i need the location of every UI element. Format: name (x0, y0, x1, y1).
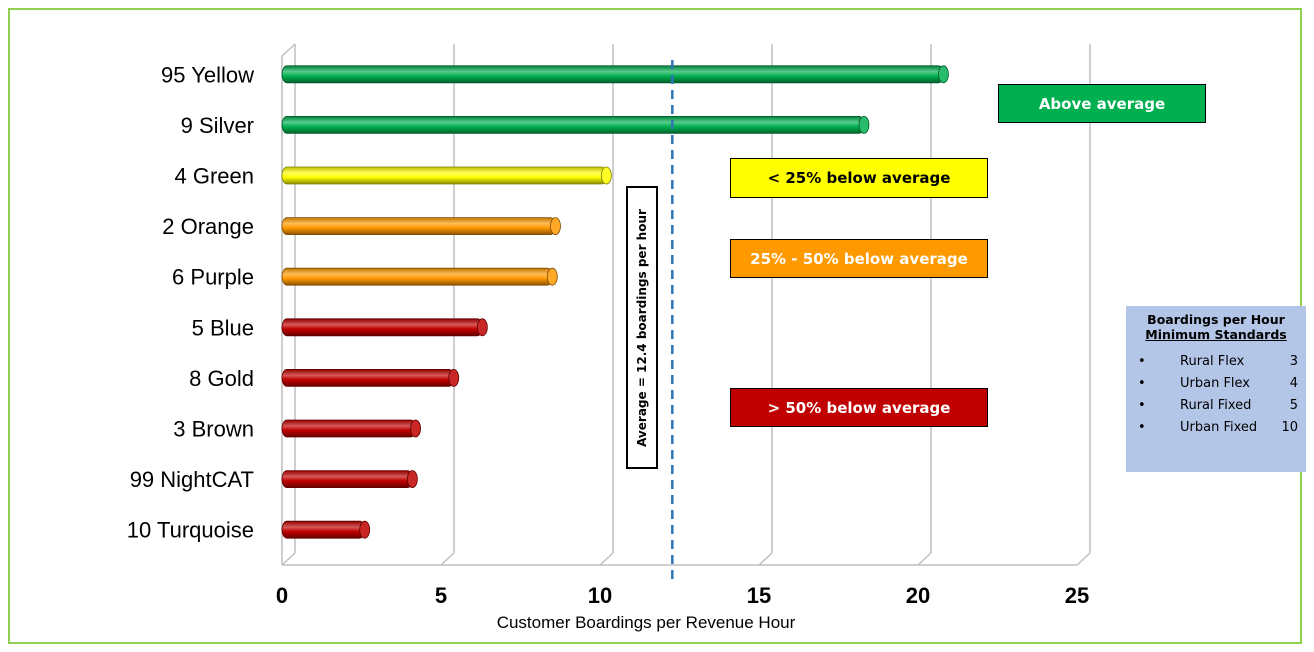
category-label: 2 Orange (162, 214, 254, 239)
tick-label: 10 (588, 583, 612, 608)
x-axis-label: Customer Boardings per Revenue Hour (497, 613, 796, 632)
standard-value: 3 (1289, 353, 1298, 369)
standards-panel: Boardings per Hour Minimum Standards • Ru… (1126, 306, 1306, 472)
category-label: 5 Blue (192, 315, 254, 340)
bar (281, 470, 413, 489)
legend-label: < 25% below average (767, 169, 951, 187)
bar (281, 116, 865, 134)
standards-item: • Rural Flex 3 (1134, 350, 1298, 372)
legend-label: 25% - 50% below average (750, 249, 968, 268)
bar-cap (858, 116, 870, 134)
bar-cap (448, 368, 460, 387)
category-label: 8 Gold (189, 366, 254, 391)
bar (281, 318, 483, 337)
gridline-depth (917, 552, 932, 566)
tick-label: 5 (435, 583, 447, 608)
bar-cap (550, 217, 561, 236)
standards-list: • Rural Flex 3 • Urban Flex 4 • Rural Fixed 5 … (1134, 350, 1298, 438)
legend-label: Above average (1038, 94, 1166, 113)
standard-value: 5 (1289, 397, 1298, 413)
bar-cap (359, 520, 371, 539)
standards-item: • Rural Fixed 5 (1134, 394, 1298, 416)
bar (281, 267, 553, 286)
bullet: • (1138, 375, 1146, 391)
standards-title: Boardings per Hour (1147, 312, 1285, 327)
legend-25-50-below: 25% - 50% below average (730, 239, 988, 278)
legend-above-average: Above average (998, 84, 1206, 123)
bar (281, 65, 944, 84)
tick-label: 25 (1065, 583, 1089, 608)
average-label: Average = 12.4 boardings per hour (635, 208, 649, 447)
bar-cap (938, 65, 949, 84)
bullet: • (1138, 419, 1146, 435)
bar (281, 166, 607, 185)
standard-label: Rural Fixed (1180, 397, 1252, 413)
category-label: 99 NightCAT (130, 467, 254, 492)
x-tick-labels: 0 5 10 15 20 25 (276, 583, 1089, 608)
average-label-box: Average = 12.4 boardings per hour (626, 186, 658, 469)
tick-label: 0 (276, 583, 288, 608)
gridline-depth (1076, 552, 1091, 566)
bullet: • (1138, 353, 1146, 369)
legend-over-50-below: > 50% below average (730, 388, 988, 427)
bar (281, 217, 556, 236)
category-label: 3 Brown (173, 417, 254, 442)
bar-cap (406, 470, 418, 489)
category-label: 6 Purple (172, 265, 254, 290)
gridline-depth (599, 552, 614, 566)
standards-subtitle: Minimum Standards (1145, 327, 1287, 342)
left-wall-top (281, 43, 296, 57)
bars (281, 65, 949, 539)
standard-label: Urban Fixed (1180, 419, 1258, 435)
category-label: 10 Turquoise (127, 518, 254, 543)
category-label: 4 Green (175, 164, 255, 189)
legend-under-25-below: < 25% below average (730, 158, 988, 198)
bar-cap (546, 267, 558, 286)
bar-cap (410, 419, 421, 438)
bar (281, 368, 455, 387)
gridline-depth (758, 552, 773, 566)
bar (281, 520, 366, 539)
standard-label: Rural Flex (1180, 353, 1245, 369)
category-label: 9 Silver (181, 113, 254, 138)
bar (281, 419, 416, 438)
standard-label: Urban Flex (1180, 375, 1251, 391)
tick-label: 20 (906, 583, 930, 608)
bar-cap (476, 318, 488, 337)
standards-item: • Urban Flex 4 (1134, 372, 1298, 394)
standard-value: 4 (1289, 375, 1298, 391)
gridline-depth (440, 552, 455, 566)
gridline-depth (281, 552, 296, 566)
bar-cap (600, 166, 612, 185)
tick-label: 15 (747, 583, 771, 608)
category-labels: 95 Yellow 9 Silver 4 Green 2 Orange 6 Purple… (127, 62, 254, 542)
category-label: 95 Yellow (161, 62, 254, 87)
standard-value: 10 (1281, 419, 1298, 435)
bullet: • (1138, 397, 1146, 413)
standards-item: • Urban Fixed 10 (1134, 416, 1298, 438)
legend-label: > 50% below average (767, 398, 951, 417)
